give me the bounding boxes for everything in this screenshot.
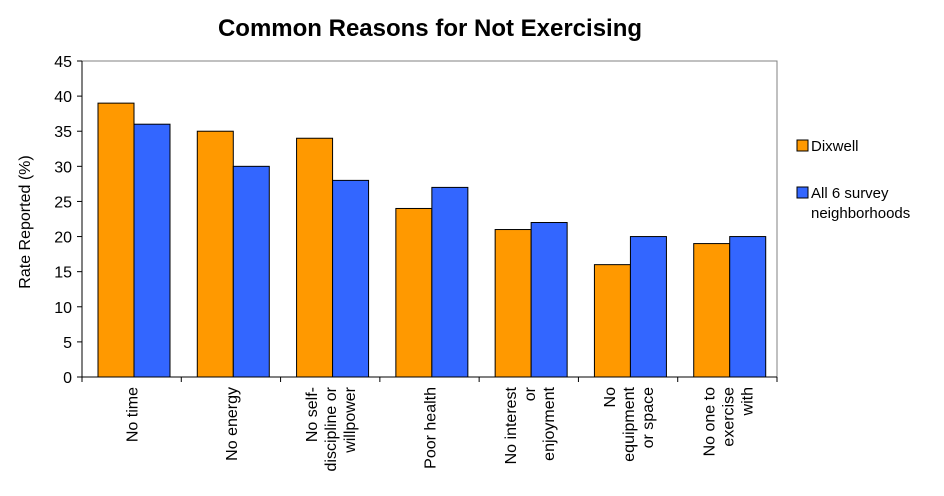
y-tick-label: 35 [54, 124, 72, 141]
x-category-label: No equipment or space [602, 386, 657, 461]
x-axis: No time No energy No self-discipline or wil… [81, 376, 778, 471]
bar-dixwell-2 [296, 137, 334, 378]
y-tick-label: 25 [54, 194, 72, 211]
bar-all-neighborhoods-0 [133, 123, 171, 378]
y-axis: 0 5 10 15 20 25 30 35 40 45 [54, 54, 83, 387]
x-category-label: No one to exercise with [701, 387, 756, 456]
legend-swatch-1 [796, 186, 809, 199]
bar-all-neighborhoods-5 [629, 236, 667, 378]
y-tick-label: 30 [54, 159, 72, 176]
y-tick-label: 45 [54, 54, 72, 71]
legend-swatch-0 [796, 139, 809, 152]
y-tick-label: 0 [63, 370, 72, 387]
bar-dixwell-0 [97, 102, 135, 378]
bar-dixwell-1 [196, 130, 234, 378]
bar-all-neighborhoods-1 [232, 165, 270, 378]
legend: Dixwell All 6 survey neighborhoods [796, 138, 910, 222]
bar-dixwell-4 [494, 229, 532, 378]
bars-group [97, 102, 767, 378]
bar-dixwell-5 [593, 264, 631, 378]
x-category-label: No self-discipline or willpower [304, 386, 359, 471]
x-category-label: No interest or enjoyment [503, 386, 558, 464]
y-tick-label: 40 [54, 89, 72, 106]
bar-all-neighborhoods-2 [332, 179, 370, 378]
y-tick-label: 5 [63, 335, 72, 352]
bar-all-neighborhoods-4 [530, 222, 568, 378]
legend-label-0: Dixwell [811, 138, 859, 155]
y-axis-label: Rate Reported (%) [17, 155, 34, 288]
legend-label-1: All 6 survey neighborhoods [811, 185, 910, 222]
y-tick-label: 10 [54, 300, 72, 317]
bar-dixwell-3 [395, 207, 433, 378]
x-category-label: No energy [224, 387, 241, 461]
chart-title: Common Reasons for Not Exercising [218, 15, 642, 42]
bar-all-neighborhoods-6 [729, 236, 767, 378]
bar-dixwell-6 [693, 243, 731, 378]
x-category-label: No time [125, 387, 142, 442]
x-category-label: Poor health [423, 387, 440, 469]
y-tick-label: 20 [54, 230, 72, 247]
y-tick-label: 15 [54, 265, 72, 282]
bar-all-neighborhoods-3 [431, 186, 469, 378]
